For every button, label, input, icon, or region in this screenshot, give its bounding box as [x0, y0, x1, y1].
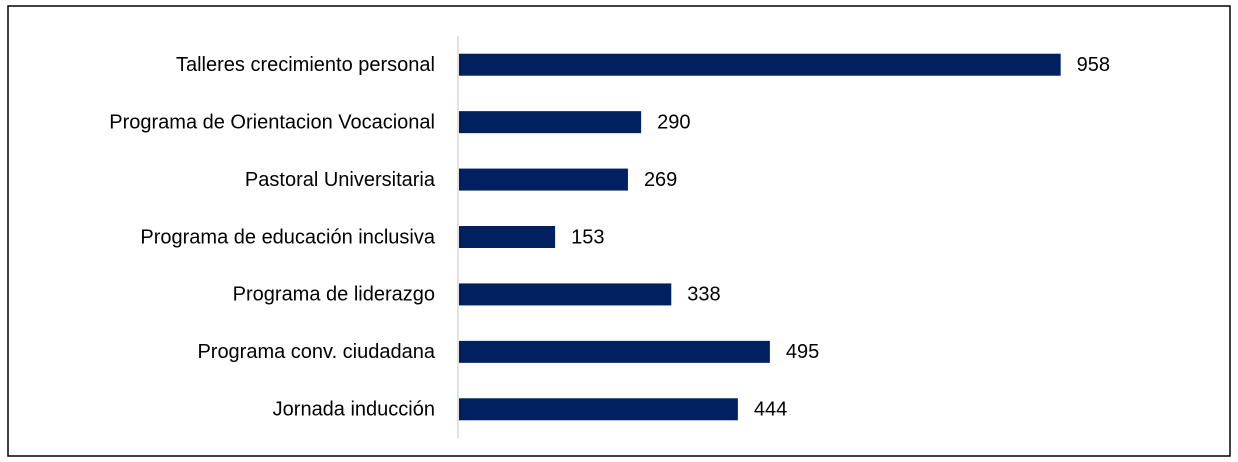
chart-frame — [7, 5, 1231, 457]
bar — [459, 340, 770, 363]
data-label: 269 — [644, 169, 677, 191]
data-label: 444 — [754, 399, 787, 421]
bar — [459, 283, 672, 306]
bar — [459, 168, 628, 191]
bar — [459, 111, 642, 134]
y-tick-label: Programa de Orientacion Vocacional — [109, 111, 435, 133]
data-label: 958 — [1077, 54, 1110, 76]
data-label: 495 — [786, 341, 819, 363]
y-tick-label: Pastoral Universitaria — [245, 169, 436, 191]
y-tick-label: Programa conv. ciudadana — [197, 341, 435, 363]
y-tick-label: Talleres crecimiento personal — [176, 54, 435, 76]
bar — [459, 226, 556, 248]
bar — [459, 53, 1061, 76]
y-tick-label: Programa de liderazgo — [233, 284, 435, 306]
data-label: 153 — [571, 226, 604, 248]
data-label: 338 — [687, 284, 720, 306]
y-tick-label: Jornada inducción — [273, 399, 435, 421]
y-tick-label: Programa de educación inclusiva — [140, 226, 435, 248]
data-label: 290 — [657, 111, 690, 133]
bar — [459, 398, 738, 421]
